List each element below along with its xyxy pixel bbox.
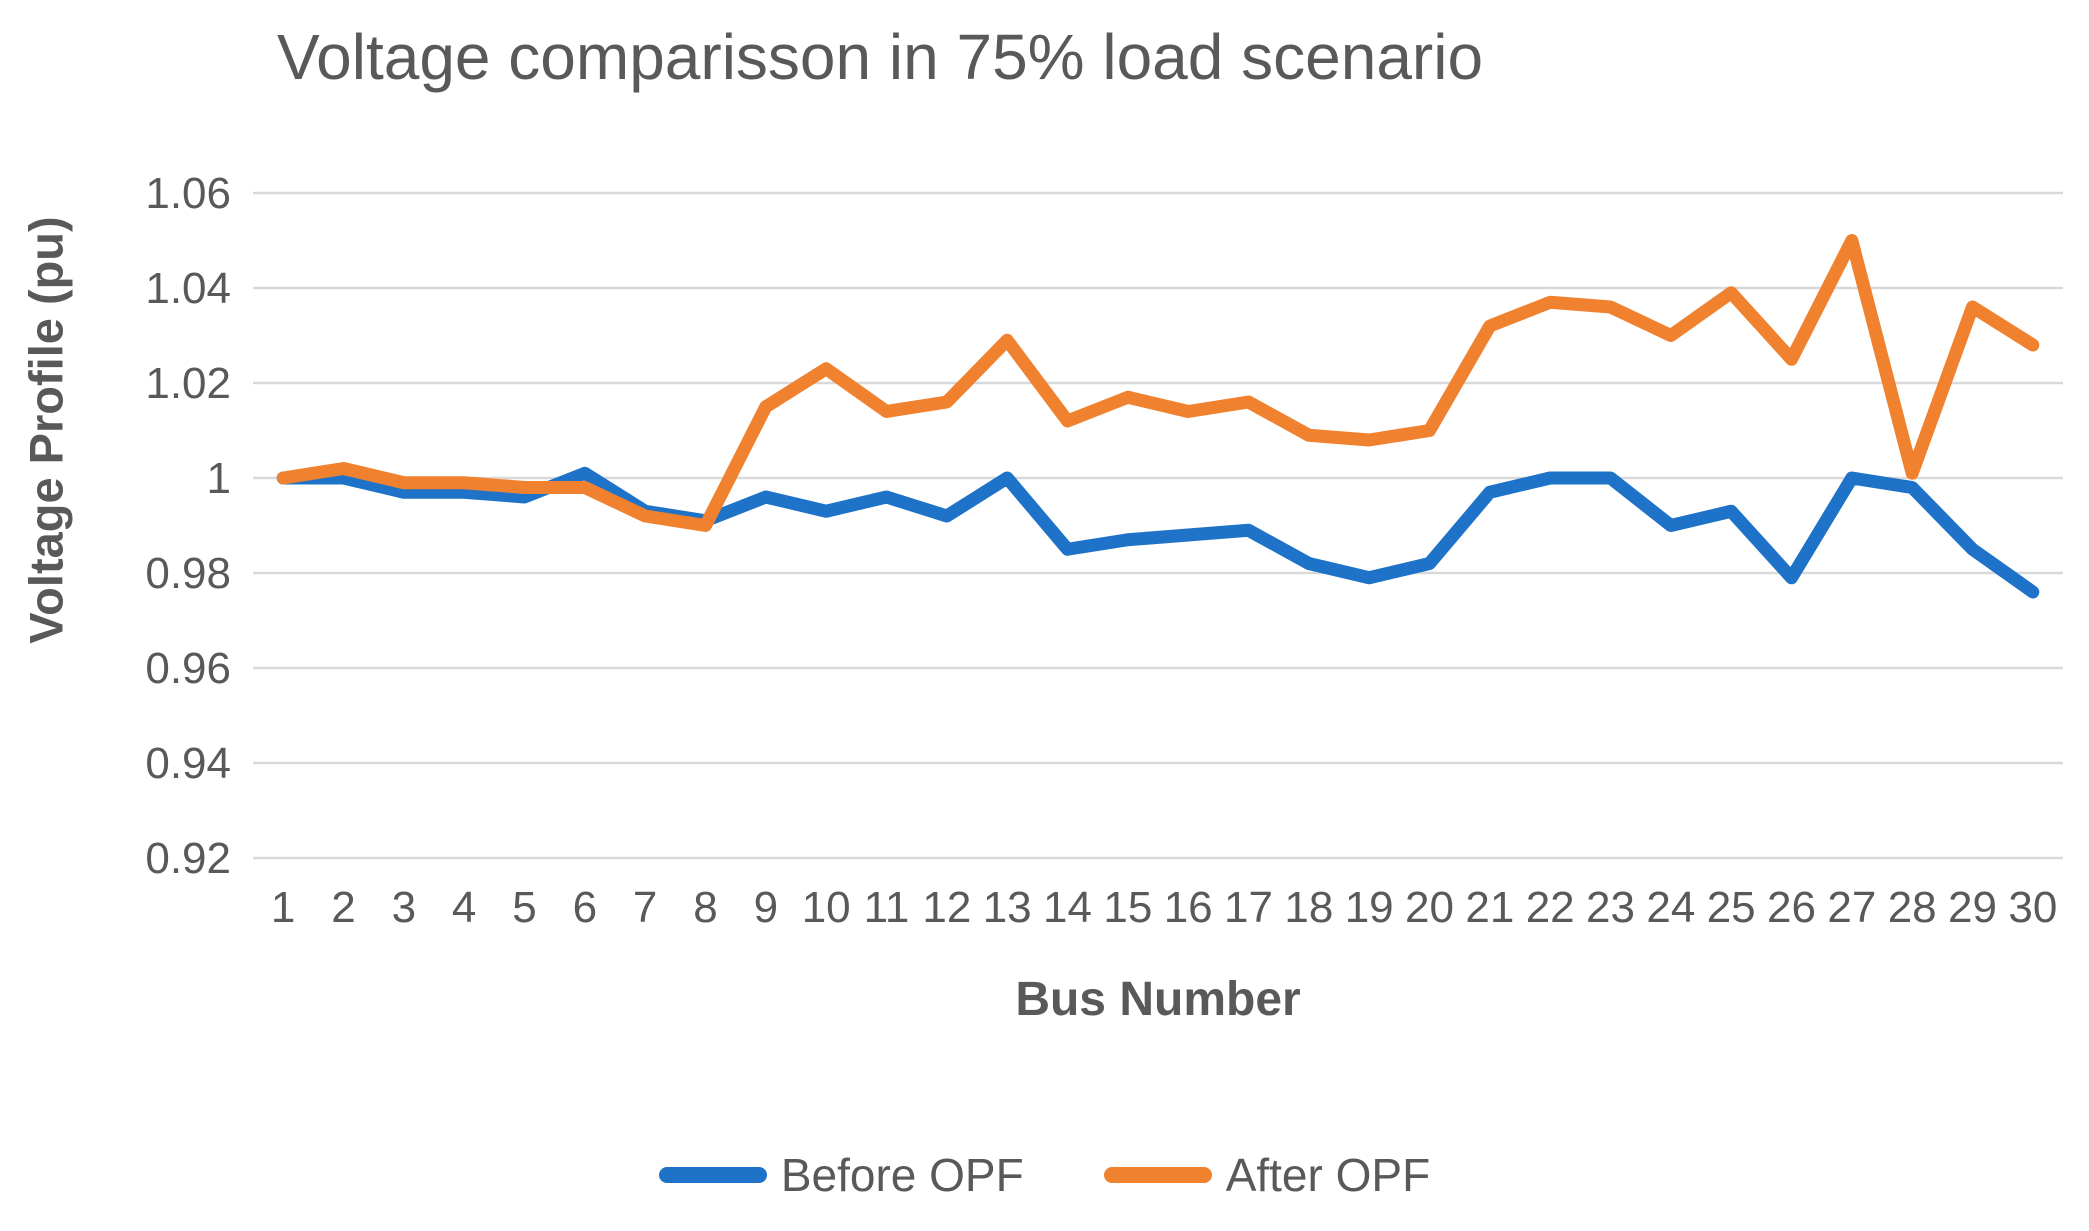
x-tick-label: 17 [1224,883,1273,932]
x-tick-label: 3 [392,883,416,932]
x-tick-label: 9 [754,883,778,932]
x-tick-label: 13 [983,883,1032,932]
legend-item-after-opf: After OPF [1103,1148,1431,1202]
y-tick-label: 0.94 [145,739,231,788]
x-tick-label: 5 [512,883,536,932]
legend-label: After OPF [1225,1149,1431,1201]
legend-item-before-opf: Before OPF [658,1148,1024,1202]
x-tick-label: 6 [573,883,597,932]
x-tick-label: 23 [1586,883,1635,932]
x-tick-label: 11 [864,883,910,932]
x-tick-label: 22 [1526,883,1575,932]
x-tick-label: 21 [1465,883,1514,932]
x-tick-label: 19 [1345,883,1394,932]
x-tick-label: 30 [2008,883,2057,932]
chart-title: Voltage comparisson in 75% load scenario [276,21,1484,93]
x-tick-label: 4 [452,883,476,932]
x-tick-label: 7 [633,883,657,932]
legend: Before OPF After OPF [0,1148,2089,1202]
y-tick-label: 0.98 [145,549,231,598]
x-tick-label: 27 [1827,883,1876,932]
y-tick-label: 1.06 [145,169,231,218]
series-line-after-opf [276,234,2040,532]
legend-swatch-after-opf [1103,1167,1212,1183]
x-tick-label: 1 [271,883,295,932]
x-tick-label: 26 [1767,883,1816,932]
y-tick-label: 0.96 [145,644,231,693]
y-tick-label: 0.92 [145,834,231,883]
x-tick-label: 15 [1103,883,1152,932]
x-tick-label: 28 [1888,883,1937,932]
x-tick-label: 14 [1043,883,1092,932]
x-tick-label: 8 [693,883,717,932]
y-axis-title: Voltage Profile (pu) [19,216,73,644]
series-line-before-opf [276,466,2040,599]
x-tick-label: 29 [1948,883,1997,932]
x-tick-label: 20 [1405,883,1454,932]
x-tick-label: 24 [1646,883,1695,932]
x-axis-title: Bus Number [1015,973,1301,1026]
x-tick-label: 25 [1707,883,1756,932]
legend-label: Before OPF [780,1149,1024,1201]
x-tick-label: 16 [1164,883,1213,932]
legend-swatch-before-opf [658,1167,767,1183]
y-tick-label: 1 [207,454,231,503]
x-tick-label: 12 [922,883,971,932]
x-tick-label: 10 [802,883,851,932]
x-tick-label: 18 [1284,883,1333,932]
x-tick-label: 2 [331,883,355,932]
y-tick-label: 1.04 [145,264,231,313]
y-tick-label: 1.02 [145,359,231,408]
